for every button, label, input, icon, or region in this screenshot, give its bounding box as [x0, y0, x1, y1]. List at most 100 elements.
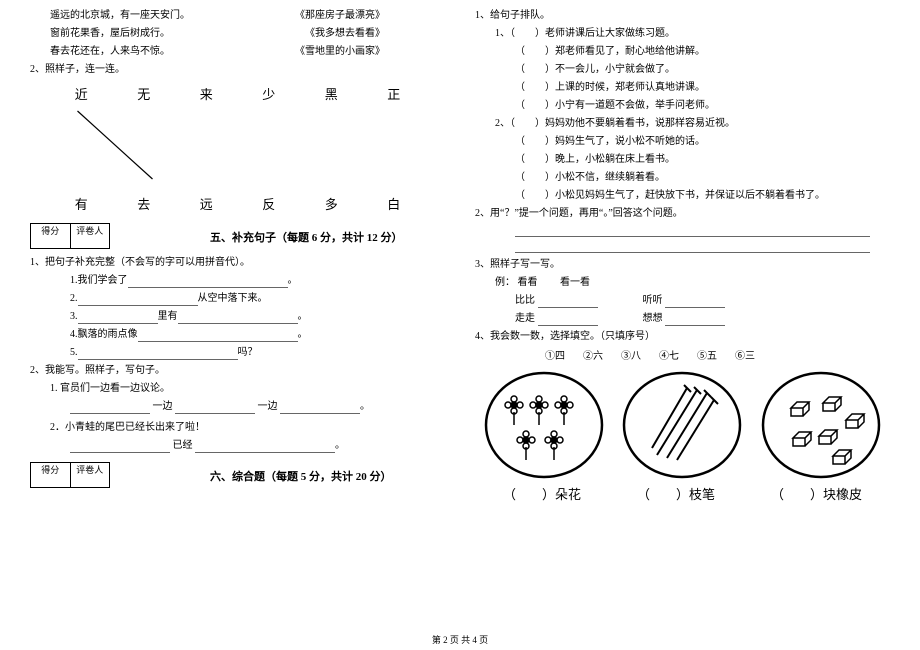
set2-2: （ ）晚上，小松躺在床上看书。 — [475, 152, 890, 167]
section6-title: 六、综合题（每题 5 分，共计 20 分） — [210, 468, 392, 484]
poem-line-1: 遥远的北京城，有一座天安门。 《那座房子最漂亮》 — [30, 8, 445, 23]
opt: ①四 — [545, 347, 565, 362]
score-box: 得分 评卷人 — [30, 462, 110, 488]
label: 5. — [70, 347, 78, 358]
q2-intro: 2、照样子，连一连。 — [30, 62, 445, 77]
part: 已经 — [173, 440, 193, 451]
s5-item4: 4.飘落的雨点像。 — [30, 327, 445, 342]
suffix: 里有 — [158, 311, 178, 322]
blank[interactable] — [538, 297, 598, 308]
blank[interactable] — [78, 313, 158, 324]
ex-line: 例： 看看 看一看 — [475, 275, 890, 290]
w: 想想 — [643, 313, 663, 324]
blank[interactable] — [128, 277, 288, 288]
sec5-q2-1-fill: 一边 一边 。 — [30, 399, 445, 414]
page-footer: 第 2 页 共 4 页 — [0, 633, 920, 646]
opt: ②六 — [583, 347, 603, 362]
score-box: 得分 评卷人 — [30, 223, 110, 249]
reviewer-label: 评卷人 — [71, 224, 110, 248]
blank[interactable] — [538, 315, 598, 326]
opt: ⑤五 — [697, 347, 717, 362]
set1-0: 1、（ ）老师讲课后让大家做练习题。 — [475, 26, 890, 41]
w: 比比 — [515, 295, 535, 306]
w: 走走 — [515, 313, 535, 324]
poem-a: 春去花还在，人来鸟不惊。 — [50, 44, 170, 59]
ex2-row1: 比比 听听 — [475, 293, 890, 308]
set1-2: （ ）不一会儿，小宁就会做了。 — [475, 62, 890, 77]
r-q4: 4、我会数一数，选择填空。（只填序号） — [475, 329, 890, 344]
reviewer-label: 评卷人 — [71, 463, 110, 487]
set2-1: （ ）妈妈生气了，说小松不听她的话。 — [475, 134, 890, 149]
char: 来 — [200, 84, 213, 103]
s5-item5: 5. 吗？ — [30, 345, 445, 360]
set2-0: 2、（ ）妈妈劝他不要躺着看书，说那样容易近视。 — [475, 116, 890, 131]
sec5-q2-2-fill: 已经 。 — [30, 438, 445, 453]
set1-4: （ ）小宁有一道题不会做，举手问老师。 — [475, 98, 890, 113]
poem-a: 窗前花果香，屋后树成行。 — [50, 26, 170, 41]
r-q1: 1、给句子排队。 — [475, 8, 890, 23]
char: 白 — [387, 194, 400, 213]
images-row — [475, 370, 890, 480]
right-column: 1、给句子排队。 1、（ ）老师讲课后让大家做练习题。 （ ）郑老师看见了，耐心… — [475, 8, 890, 608]
r-q2: 2、用“？”提一个问题，再用“。”回答这个问题。 — [475, 206, 890, 221]
section5-header: 得分 评卷人 五、补充句子（每题 6 分，共计 12 分） — [30, 217, 445, 249]
char: 黑 — [325, 84, 338, 103]
blank[interactable] — [195, 442, 335, 453]
answer-line[interactable] — [515, 241, 870, 253]
ex-label: 例： — [495, 277, 515, 288]
w: 听听 — [643, 295, 663, 306]
score-label: 得分 — [31, 463, 71, 487]
blank[interactable] — [280, 403, 360, 414]
sec5-q2-2: 2．小青蛙的尾巴已经长出来了啦！ — [30, 420, 445, 435]
s5-item3: 3.里有。 — [30, 309, 445, 324]
blank[interactable] — [175, 403, 255, 414]
poem-a: 遥远的北京城，有一座天安门。 — [50, 8, 190, 23]
flowers-icon — [484, 370, 604, 480]
char: 多 — [325, 194, 338, 213]
set2-4: （ ）小松见妈妈生气了，赶快放下书，并保证以后不躺着看书了。 — [475, 188, 890, 203]
part: 一边 — [153, 401, 173, 412]
char: 无 — [137, 84, 150, 103]
blank[interactable] — [70, 442, 170, 453]
set1-3: （ ）上课的时候，郑老师认真地讲课。 — [475, 80, 890, 95]
score-label: 得分 — [31, 224, 71, 248]
poem-b: 《雪地里的小画家》 — [295, 44, 385, 59]
label: 1.我们学会了 — [70, 275, 128, 286]
blank[interactable] — [78, 295, 198, 306]
opt: ⑥三 — [735, 347, 755, 362]
answer-line[interactable] — [515, 225, 870, 237]
chars-bottom: 有 去 远 反 多 白 — [30, 190, 445, 217]
label: 4.飘落的雨点像 — [70, 329, 138, 340]
sec5-q1: 1、把句子补充完整（不会写的字可以用拼音代）。 — [30, 255, 445, 270]
opt: ④七 — [659, 347, 679, 362]
chars-top: 近 无 来 少 黑 正 — [30, 80, 445, 107]
pencils-icon — [622, 370, 742, 480]
part: 一边 — [258, 401, 278, 412]
blank[interactable] — [138, 331, 298, 342]
poem-b: 《那座房子最漂亮》 — [295, 8, 385, 23]
erasers-icon — [761, 370, 881, 480]
sec5-q2: 2、我能写。照样子，写句子。 — [30, 363, 445, 378]
suffix: 从空中落下来。 — [198, 293, 268, 304]
blank[interactable] — [70, 403, 150, 414]
poem-b: 《我多想去看看》 — [305, 26, 385, 41]
opt: ③八 — [621, 347, 641, 362]
section6-header: 得分 评卷人 六、综合题（每题 5 分，共计 20 分） — [30, 456, 445, 488]
section5-title: 五、补充句子（每题 6 分，共计 12 分） — [210, 229, 403, 245]
blank[interactable] — [665, 315, 725, 326]
poem-line-3: 春去花还在，人来鸟不惊。 《雪地里的小画家》 — [30, 44, 445, 59]
suffix: 吗？ — [238, 347, 258, 358]
matching-line-svg — [30, 107, 445, 187]
r-q3: 3、照样子写一写。 — [475, 257, 890, 272]
blank[interactable] — [665, 297, 725, 308]
left-column: 遥远的北京城，有一座天安门。 《那座房子最漂亮》 窗前花果香，屋后树成行。 《我… — [30, 8, 445, 608]
char: 少 — [262, 84, 275, 103]
char: 近 — [75, 84, 88, 103]
sec5-q2-1: 1. 官员们一边看一边议论。 — [30, 381, 445, 396]
cap: （ ）枝笔 — [637, 484, 715, 503]
blank[interactable] — [178, 313, 298, 324]
page-columns: 遥远的北京城，有一座天安门。 《那座房子最漂亮》 窗前花果香，屋后树成行。 《我… — [30, 8, 890, 608]
ex2-row2: 走走 想想 — [475, 311, 890, 326]
blank[interactable] — [78, 349, 238, 360]
set1-1: （ ）郑老师看见了，耐心地给他讲解。 — [475, 44, 890, 59]
